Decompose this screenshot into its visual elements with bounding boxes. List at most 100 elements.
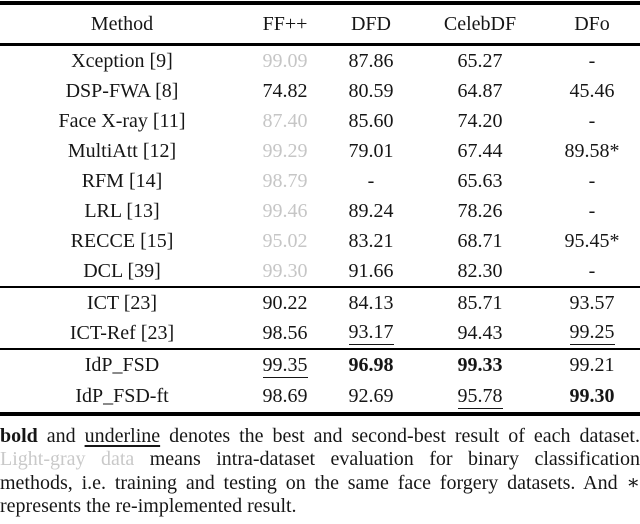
- metric-value: 99.30: [262, 259, 308, 282]
- metric-value: 85.71: [457, 291, 503, 314]
- metric-value: 82.30: [457, 259, 503, 282]
- table-row: ICT [23] 90.22 84.13 85.71 93.57: [0, 288, 640, 318]
- data-cell: 95.02: [244, 230, 326, 253]
- method-cell: RECCE [15]: [70, 229, 174, 252]
- metric-value: 99.46: [262, 199, 308, 222]
- data-cell: -: [544, 110, 640, 133]
- table-top-rule: [0, 1, 640, 5]
- data-cell: 85.71: [416, 292, 544, 315]
- method-cell: ICT-Ref [23]: [69, 321, 175, 344]
- metric-value: 89.58*: [564, 139, 620, 162]
- table-group: ICT [23] 90.22 84.13 85.71 93.57 ICT-Ref [23]…: [0, 288, 640, 348]
- data-cell: 98.79: [244, 170, 326, 193]
- metric-value: 99.30: [569, 385, 615, 407]
- metric-value: -: [588, 109, 596, 132]
- data-cell: 74.82: [244, 80, 326, 103]
- table-row: ICT-Ref [23] 98.56 93.17 94.43 99.25: [0, 318, 640, 348]
- data-cell: 83.21: [326, 230, 416, 253]
- method-cell: LRL [13]: [84, 199, 160, 222]
- caption-segment: denotes the best and second-best result …: [160, 425, 640, 447]
- data-cell: 87.40: [244, 110, 326, 133]
- method-cell: ICT [23]: [86, 291, 158, 314]
- data-cell: -: [544, 170, 640, 193]
- table-row: DCL [39] 99.30 91.66 82.30 -: [0, 256, 640, 286]
- metric-value: 74.20: [457, 109, 503, 132]
- metric-value: 96.98: [348, 354, 394, 376]
- metric-value: 99.33: [457, 354, 503, 376]
- metric-value: 67.44: [457, 139, 503, 162]
- group-separator-rule: [0, 286, 640, 288]
- table-body: Xception [9] 99.09 87.86 65.27 - DSP-FWA [8] 7…: [0, 46, 640, 412]
- data-cell: 90.22: [244, 292, 326, 315]
- table-row: Xception [9] 99.09 87.86 65.27 -: [0, 46, 640, 76]
- column-header-celebdf: CelebDF: [443, 12, 517, 35]
- metric-value: 90.22: [262, 291, 308, 314]
- caption-segment: underline: [84, 425, 161, 447]
- header-separator-rule: [0, 43, 640, 46]
- data-cell: 84.13: [326, 292, 416, 315]
- data-cell: 65.27: [416, 50, 544, 73]
- data-cell: 99.25: [544, 321, 640, 345]
- table-group: IdP_FSD 99.35 96.98 99.33 99.21 IdP_FSD-ft 98.…: [0, 350, 640, 412]
- metric-value: 92.69: [348, 385, 394, 407]
- table-row: Face X-ray [11] 87.40 85.60 74.20 -: [0, 106, 640, 136]
- metric-value: -: [588, 169, 596, 192]
- data-cell: 99.46: [244, 200, 326, 223]
- data-cell: 79.01: [326, 140, 416, 163]
- metric-value: 95.78: [457, 384, 503, 409]
- data-cell: 67.44: [416, 140, 544, 163]
- data-cell: 68.71: [416, 230, 544, 253]
- metric-value: 84.13: [348, 291, 394, 314]
- metric-value: 98.56: [262, 321, 308, 344]
- metric-value: 83.21: [348, 229, 394, 252]
- metric-value: 99.21: [569, 354, 615, 376]
- metric-value: 78.26: [457, 199, 503, 222]
- metric-value: 91.66: [348, 259, 394, 282]
- table-bottom-rule: [0, 412, 640, 416]
- metric-value: 98.79: [262, 169, 308, 192]
- table-row: IdP_FSD-ft 98.69 92.69 95.78 99.30: [0, 381, 640, 412]
- data-cell: 99.09: [244, 50, 326, 73]
- table-caption: bold and underline denotes the best and …: [0, 425, 640, 518]
- data-cell: 99.29: [244, 140, 326, 163]
- metric-value: 93.17: [348, 321, 394, 345]
- metric-value: 87.86: [348, 49, 394, 72]
- metric-value: 87.40: [262, 109, 308, 132]
- data-cell: 94.43: [416, 322, 544, 345]
- group-separator-rule: [0, 348, 640, 350]
- metric-value: 65.63: [457, 169, 503, 192]
- data-cell: 92.69: [326, 385, 416, 408]
- method-cell: RFM [14]: [81, 169, 163, 192]
- table-row: RECCE [15] 95.02 83.21 68.71 95.45*: [0, 226, 640, 256]
- data-cell: 96.98: [326, 354, 416, 377]
- table-row: MultiAtt [12] 99.29 79.01 67.44 89.58*: [0, 136, 640, 166]
- caption-segment: bold: [0, 425, 38, 447]
- data-cell: 89.58*: [544, 140, 640, 163]
- metric-value: 45.46: [569, 79, 615, 102]
- data-cell: 91.66: [326, 260, 416, 283]
- data-cell: 65.63: [416, 170, 544, 193]
- method-cell: DCL [39]: [83, 259, 161, 282]
- caption-segment: means intra-dataset evaluation for binar…: [0, 448, 640, 517]
- data-cell: -: [544, 260, 640, 283]
- data-cell: 64.87: [416, 80, 544, 103]
- data-cell: -: [544, 50, 640, 73]
- data-cell: 98.69: [244, 385, 326, 408]
- data-cell: 45.46: [544, 80, 640, 103]
- data-cell: 99.30: [244, 260, 326, 283]
- metric-value: 93.57: [569, 291, 615, 314]
- method-cell: IdP_FSD: [84, 354, 160, 376]
- metric-value: 98.69: [262, 385, 308, 407]
- table-row: IdP_FSD 99.35 96.98 99.33 99.21: [0, 350, 640, 381]
- data-cell: 74.20: [416, 110, 544, 133]
- metric-value: 74.82: [262, 79, 308, 102]
- caption-segment: and: [37, 425, 85, 447]
- metric-value: 99.09: [262, 49, 308, 72]
- table-row: DSP-FWA [8] 74.82 80.59 64.87 45.46: [0, 76, 640, 106]
- data-cell: 82.30: [416, 260, 544, 283]
- data-cell: 93.57: [544, 292, 640, 315]
- data-cell: 98.56: [244, 322, 326, 345]
- metric-value: 89.24: [348, 199, 394, 222]
- metric-value: 64.87: [457, 79, 503, 102]
